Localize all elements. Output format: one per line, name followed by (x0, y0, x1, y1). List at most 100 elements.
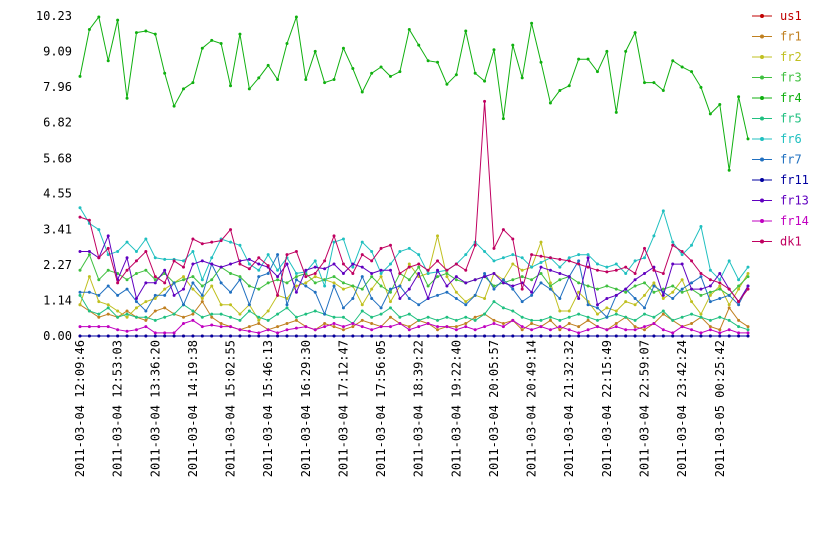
point (605, 49, 609, 53)
point (247, 334, 251, 338)
point (229, 325, 233, 329)
y-tick-label: 3.41 (43, 222, 72, 236)
point (492, 259, 496, 263)
point (191, 309, 195, 313)
point (539, 240, 543, 244)
series-line (79, 300, 749, 331)
point (257, 256, 261, 260)
point (661, 328, 665, 332)
point (294, 326, 298, 330)
point (370, 315, 374, 319)
point (125, 334, 129, 338)
point (78, 74, 82, 78)
point (511, 318, 515, 322)
point (153, 296, 157, 300)
point (699, 312, 703, 316)
point (210, 315, 214, 319)
point (633, 284, 637, 288)
legend-label: fr1 (780, 30, 802, 44)
point (276, 331, 280, 335)
point (144, 250, 148, 254)
point (680, 325, 684, 329)
point (558, 265, 562, 269)
point (614, 268, 618, 272)
point (661, 287, 665, 291)
point (144, 325, 148, 329)
point (511, 278, 515, 282)
point (78, 206, 82, 210)
legend-marker (760, 116, 764, 121)
point (548, 328, 552, 332)
point (172, 331, 176, 335)
point (407, 246, 411, 250)
point (229, 303, 233, 307)
point (426, 334, 430, 338)
point (624, 265, 628, 269)
point (708, 284, 712, 288)
point (530, 334, 534, 338)
point (360, 253, 364, 257)
point (332, 321, 336, 325)
point (323, 325, 327, 329)
point (548, 256, 552, 260)
point (87, 253, 91, 257)
point (351, 284, 355, 288)
point (577, 281, 581, 285)
point (699, 293, 703, 297)
point (257, 321, 261, 325)
point (708, 290, 712, 294)
point (426, 315, 430, 319)
point (483, 325, 487, 329)
point (614, 321, 618, 325)
point (445, 284, 449, 288)
point (577, 253, 581, 257)
point (605, 265, 609, 269)
point (134, 259, 138, 263)
point (699, 287, 703, 291)
point (548, 318, 552, 322)
point (172, 104, 176, 108)
point (219, 42, 223, 46)
point (370, 328, 374, 332)
point (699, 315, 703, 319)
point (229, 271, 233, 275)
point (614, 262, 618, 266)
point (690, 328, 694, 332)
point (633, 328, 637, 332)
point (511, 334, 515, 338)
point (87, 325, 91, 329)
series-line (79, 101, 749, 303)
point (464, 325, 468, 329)
point (652, 234, 656, 238)
point (163, 268, 167, 272)
point (633, 259, 637, 263)
point (191, 262, 195, 266)
point (464, 29, 468, 33)
point (746, 284, 750, 288)
point (652, 268, 656, 272)
point (247, 262, 251, 266)
point (501, 321, 505, 325)
point (341, 287, 345, 291)
point (181, 315, 185, 319)
point (511, 237, 515, 241)
point (595, 334, 599, 338)
point (285, 253, 289, 257)
point (78, 250, 82, 254)
point (520, 256, 524, 260)
point (708, 325, 712, 329)
point (407, 328, 411, 332)
point (304, 281, 308, 285)
point (398, 70, 402, 74)
point (454, 318, 458, 322)
point (436, 334, 440, 338)
point (614, 312, 618, 316)
point (163, 331, 167, 335)
point (454, 296, 458, 300)
point (210, 38, 214, 42)
point (106, 253, 110, 257)
point (530, 321, 534, 325)
point (464, 253, 468, 257)
point (323, 267, 327, 271)
point (266, 264, 270, 268)
